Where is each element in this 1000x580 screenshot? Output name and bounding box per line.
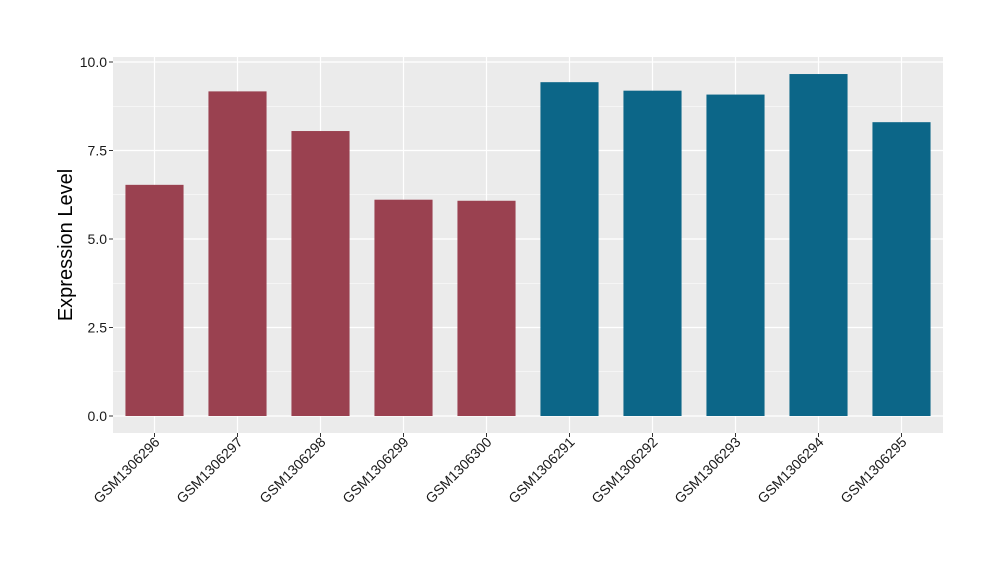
bar-GSM1306291 [540,82,599,416]
bar-GSM1306297 [208,91,267,416]
y-axis-title: Expression Level [55,169,77,321]
bars [125,74,931,417]
x-tick-label: GSM1306295 [837,434,910,507]
x-tick-label: GSM1306293 [671,434,744,507]
bar-GSM1306294 [789,74,848,416]
y-axis: 0.0 2.5 5.0 7.5 10.0 [80,54,113,424]
x-tick-label: GSM1306292 [588,434,661,507]
y-tick-label: 0.0 [88,408,108,424]
x-axis: GSM1306296 GSM1306297 GSM1306298 GSM1306299… [90,433,910,506]
x-tick-label: GSM1306297 [173,434,246,507]
x-tick-label: GSM1306298 [256,434,329,507]
bar-GSM1306298 [291,131,350,416]
y-tick-label: 5.0 [88,231,108,247]
x-tick-label: GSM1306300 [422,434,495,507]
bar-GSM1306295 [872,122,931,417]
bar-GSM1306296 [125,184,184,416]
y-tick-label: 2.5 [88,320,108,336]
x-tick-label: GSM1306294 [754,434,827,507]
x-tick-label: GSM1306291 [505,434,578,507]
x-tick-label: GSM1306299 [339,434,412,507]
x-tick-label: GSM1306296 [90,434,163,507]
bar-GSM1306299 [374,199,433,416]
bar-GSM1306300 [457,200,516,416]
y-tick-label: 7.5 [88,143,108,159]
bar-GSM1306292 [623,90,682,416]
bar-GSM1306293 [706,94,765,417]
y-tick-label: 10.0 [80,54,107,70]
